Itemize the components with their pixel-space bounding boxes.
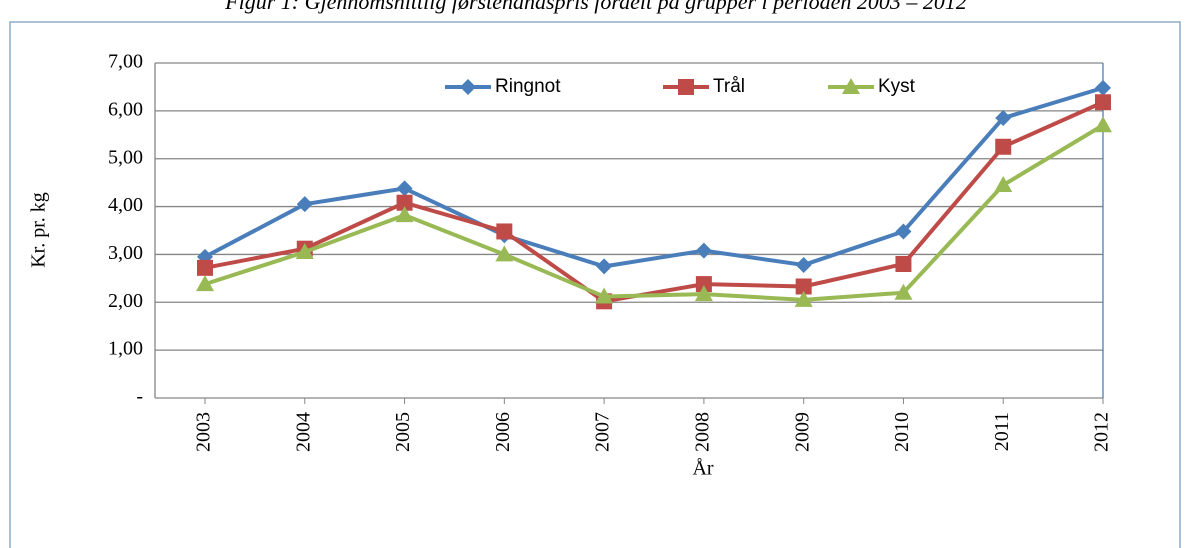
marker [1095, 79, 1111, 96]
marker [695, 276, 712, 293]
x-tick-label: 2004 [292, 412, 314, 452]
marker [395, 206, 414, 223]
marker [895, 256, 912, 272]
x-tick-label: 2005 [392, 412, 414, 452]
chart-title: Figur 1: Gjennomsnittlig førstehåndspris… [224, 0, 967, 14]
marker [296, 196, 313, 213]
y-tick-label: 3,00 [108, 242, 143, 264]
marker [197, 259, 213, 276]
y-tick-label: - [136, 386, 143, 408]
series-line [204, 123, 1105, 302]
marker [196, 275, 214, 292]
y-tick-label: 7,00 [108, 51, 143, 73]
marker [295, 243, 314, 260]
y-tick-label: 4,00 [108, 194, 143, 216]
marker [842, 78, 860, 94]
marker [894, 283, 913, 300]
marker [695, 242, 712, 259]
x-tick-label: 2003 [193, 412, 215, 452]
marker [396, 180, 413, 197]
marker [460, 79, 476, 95]
marker [1094, 116, 1112, 133]
marker [795, 256, 812, 273]
marker [995, 138, 1012, 155]
x-tick-label: 2006 [492, 412, 514, 452]
series-line [204, 100, 1104, 304]
marker [595, 287, 614, 304]
marker [596, 258, 613, 275]
marker [694, 285, 713, 302]
y-axis-label: Kr. pr. kg [28, 192, 50, 268]
x-tick-label: 2008 [691, 412, 713, 452]
marker [495, 245, 514, 262]
y-tick-label: 1,00 [108, 338, 143, 360]
marker [994, 176, 1013, 193]
marker [1095, 94, 1111, 111]
x-tick-label: 2009 [791, 412, 813, 452]
y-tick-label: 6,00 [108, 98, 143, 120]
marker [895, 223, 912, 240]
series-line [204, 85, 1104, 269]
legend-label: Kyst [878, 76, 916, 97]
marker [396, 194, 413, 211]
x-tick-label: 2011 [991, 412, 1013, 451]
marker [795, 278, 812, 295]
legend-label: Trål [713, 76, 745, 97]
marker [496, 223, 513, 240]
chart-frame [9, 21, 1181, 548]
marker [794, 290, 813, 307]
x-tick-label: 2010 [891, 412, 913, 452]
x-tick-label: 2007 [592, 412, 614, 452]
legend-label: Ringnot [495, 76, 561, 97]
marker [678, 79, 694, 95]
marker [995, 110, 1012, 127]
y-tick-label: 2,00 [108, 290, 143, 312]
x-tick-label: 2012 [1091, 412, 1113, 452]
y-tick-label: 5,00 [108, 146, 143, 168]
x-axis-label: År [692, 458, 713, 480]
